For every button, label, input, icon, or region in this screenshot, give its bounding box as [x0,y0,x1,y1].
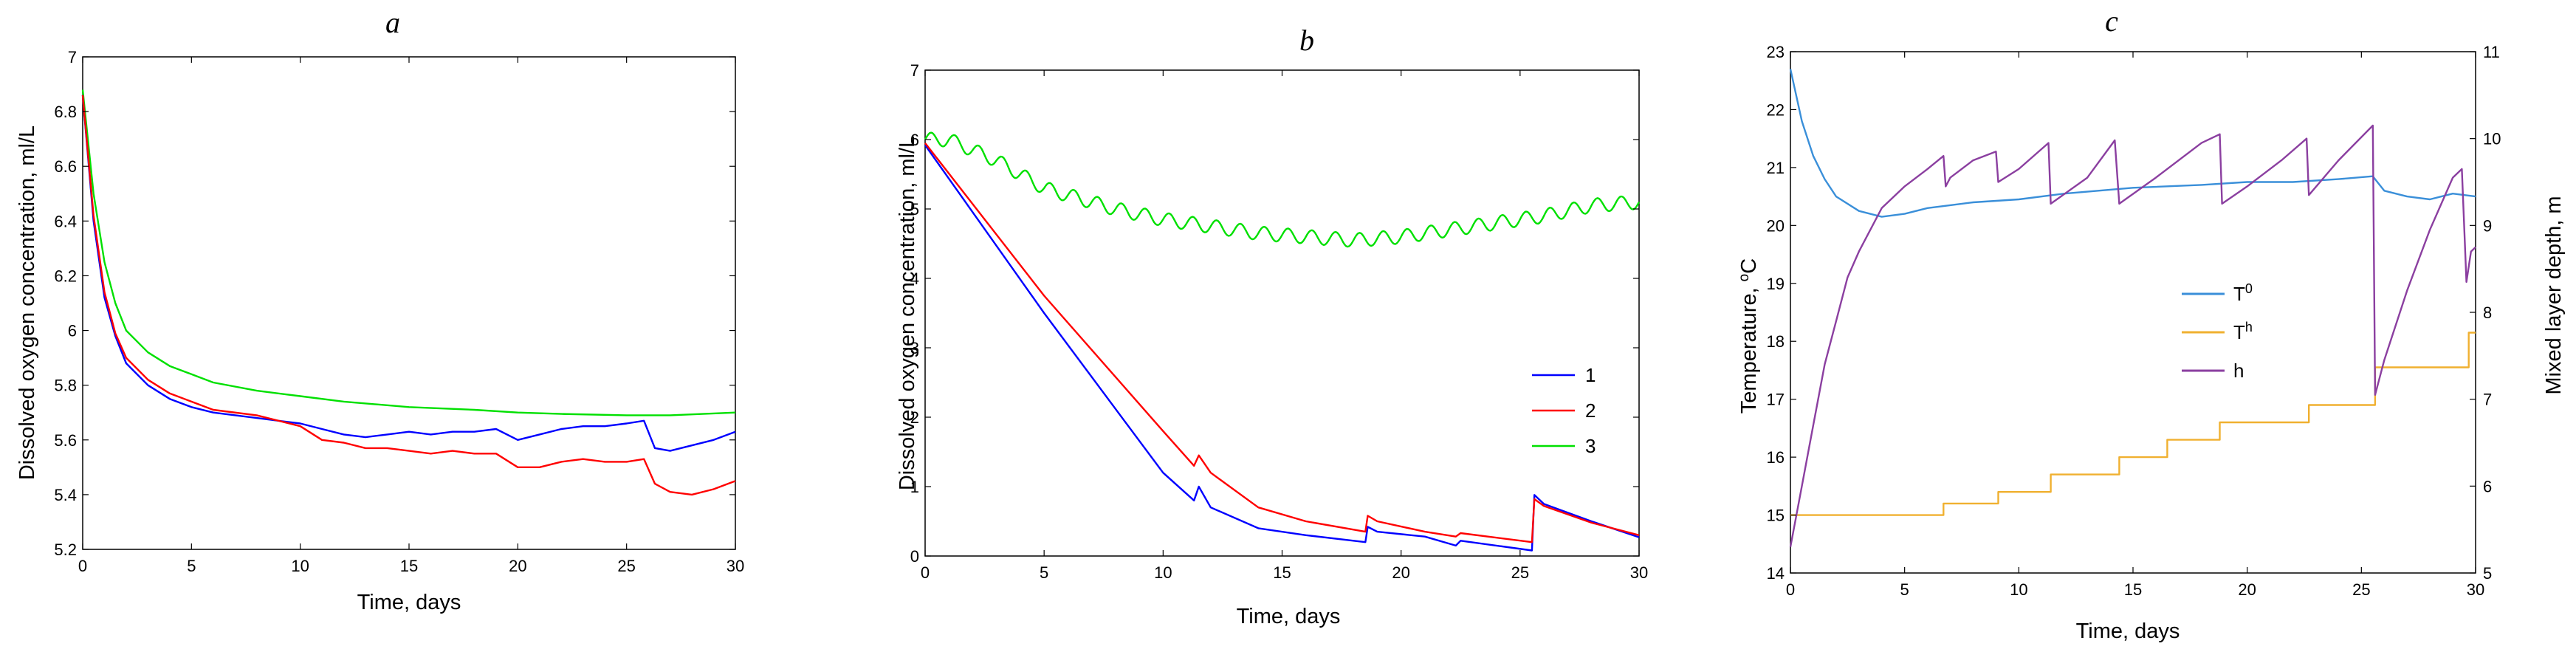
y-tick-label: 6 [68,322,77,340]
x-tick-label: 20 [2238,580,2256,599]
y-tick-label: 21 [1767,159,1785,177]
y-tick-label: 5 [910,200,919,219]
y-tick-label: 16 [1767,448,1785,467]
y-tick-label: 22 [1767,100,1785,119]
legend-label: 1 [1585,364,1596,386]
series-line-2 [924,142,1640,543]
panel-c-title: c [2105,4,2118,38]
panel-a-chart: a 0 5 10 15 20 25 30 5.2 5.4 5.6 5.8 6 6.2 6.4 6.6 6.8 7… [16,6,744,614]
y2-tick-label: 10 [2483,130,2501,148]
x-tick-label: 5 [1040,563,1048,582]
y-tick-label: 3 [910,339,919,357]
x-tick-label: 0 [921,563,930,582]
x-tick-label: 25 [1511,563,1529,582]
x-tick-label: 5 [1900,580,1909,599]
panel-a-title: a [385,6,400,39]
series-line-green [81,89,736,416]
panel-c-chart: c 0 5 10 15 20 25 30 14 15 16 17 18 19 20 21 22 23 5 6 7 8 9 1… [1737,4,2566,643]
y2-tick-label: 7 [2483,391,2492,409]
panel-c-ylabel: Temperature, oC [1737,258,1762,413]
panel-a-ylabel: Dissolved oxygen concentration, ml/L [16,126,39,480]
y-tick-label: 5.2 [54,541,77,559]
panel-b-legend: 1 2 3 [1532,364,1596,457]
legend-label: 3 [1585,435,1596,457]
x-tick-label: 20 [1392,563,1409,582]
x-tick-label: 15 [2124,580,2142,599]
panel-b-xlabel: Time, days [1237,605,1341,628]
x-tick-label: 30 [727,557,744,575]
y-tick-label: 18 [1767,332,1785,351]
y-tick-label: 6.8 [54,103,77,121]
series-line-3 [924,131,1641,248]
y-tick-label: 7 [68,48,77,66]
y-tick-label: 19 [1767,275,1785,293]
x-tick-label: 25 [617,557,635,575]
panel-b-ylabel: Dissolved oxygen concentration, ml/L [896,136,919,490]
legend-label: T0 [2233,281,2253,305]
y-tick-label: 5.8 [54,377,77,395]
legend-label: h [2233,360,2244,382]
x-tick-label: 20 [509,557,526,575]
y2-tick-label: 5 [2483,564,2492,583]
y2-tick-label: 11 [2483,43,2500,61]
panel-a-xlabel: Time, days [357,591,461,614]
x-tick-label: 0 [78,557,87,575]
y-tick-label: 7 [910,61,919,80]
y-tick-label: 17 [1767,391,1785,409]
x-tick-label: 10 [291,557,309,575]
legend-label: Th [2233,320,2253,343]
y2-tick-label: 6 [2483,477,2492,495]
legend-label: 2 [1585,399,1596,422]
x-tick-label: 10 [2010,580,2027,599]
x-tick-label: 0 [1786,580,1795,599]
series-line-T0 [1789,69,2476,218]
y2-tick-label: 8 [2483,303,2492,322]
panel-a-plot-frame [82,56,736,550]
x-tick-label: 30 [1630,563,1648,582]
x-tick-label: 10 [1154,563,1172,582]
series-line-1 [924,144,1640,552]
y-tick-label: 5.4 [54,486,77,504]
panel-c-y2label: Mixed layer depth, m [2542,196,2566,394]
panel-b-plot-frame [924,69,1640,557]
y-tick-label: 15 [1767,507,1785,525]
series-line-h [1789,124,2476,547]
panel-b-title: b [1299,24,1314,57]
x-tick-label: 5 [187,557,196,575]
y-tick-label: 6 [910,131,919,149]
series-line-blue [81,95,736,452]
panel-b-chart: b 0 5 10 15 20 25 30 0 1 2 3 4 5 6 7 Time, days Dissol… [896,24,1648,628]
y-tick-label: 14 [1767,564,1785,583]
series-line-Th [1790,332,2476,516]
y-tick-label: 6.6 [54,157,77,176]
panel-c-legend: T0 Th h [2182,281,2253,382]
series-line-red [81,95,736,496]
y-tick-label: 6.4 [54,212,77,230]
x-tick-label: 15 [400,557,418,575]
panel-c-xlabel: Time, days [2076,620,2180,643]
y-tick-label: 5.6 [54,431,77,450]
y2-tick-label: 9 [2483,216,2492,235]
y-tick-label: 20 [1767,216,1785,235]
y-tick-label: 1 [910,478,919,496]
y-tick-label: 6.2 [54,267,77,285]
y-tick-label: 2 [910,408,919,427]
y-tick-label: 23 [1767,43,1785,61]
y-tick-label: 4 [910,270,919,288]
y-tick-label: 0 [910,547,919,566]
x-tick-label: 30 [2467,580,2484,599]
x-tick-label: 25 [2352,580,2370,599]
x-tick-label: 15 [1273,563,1291,582]
